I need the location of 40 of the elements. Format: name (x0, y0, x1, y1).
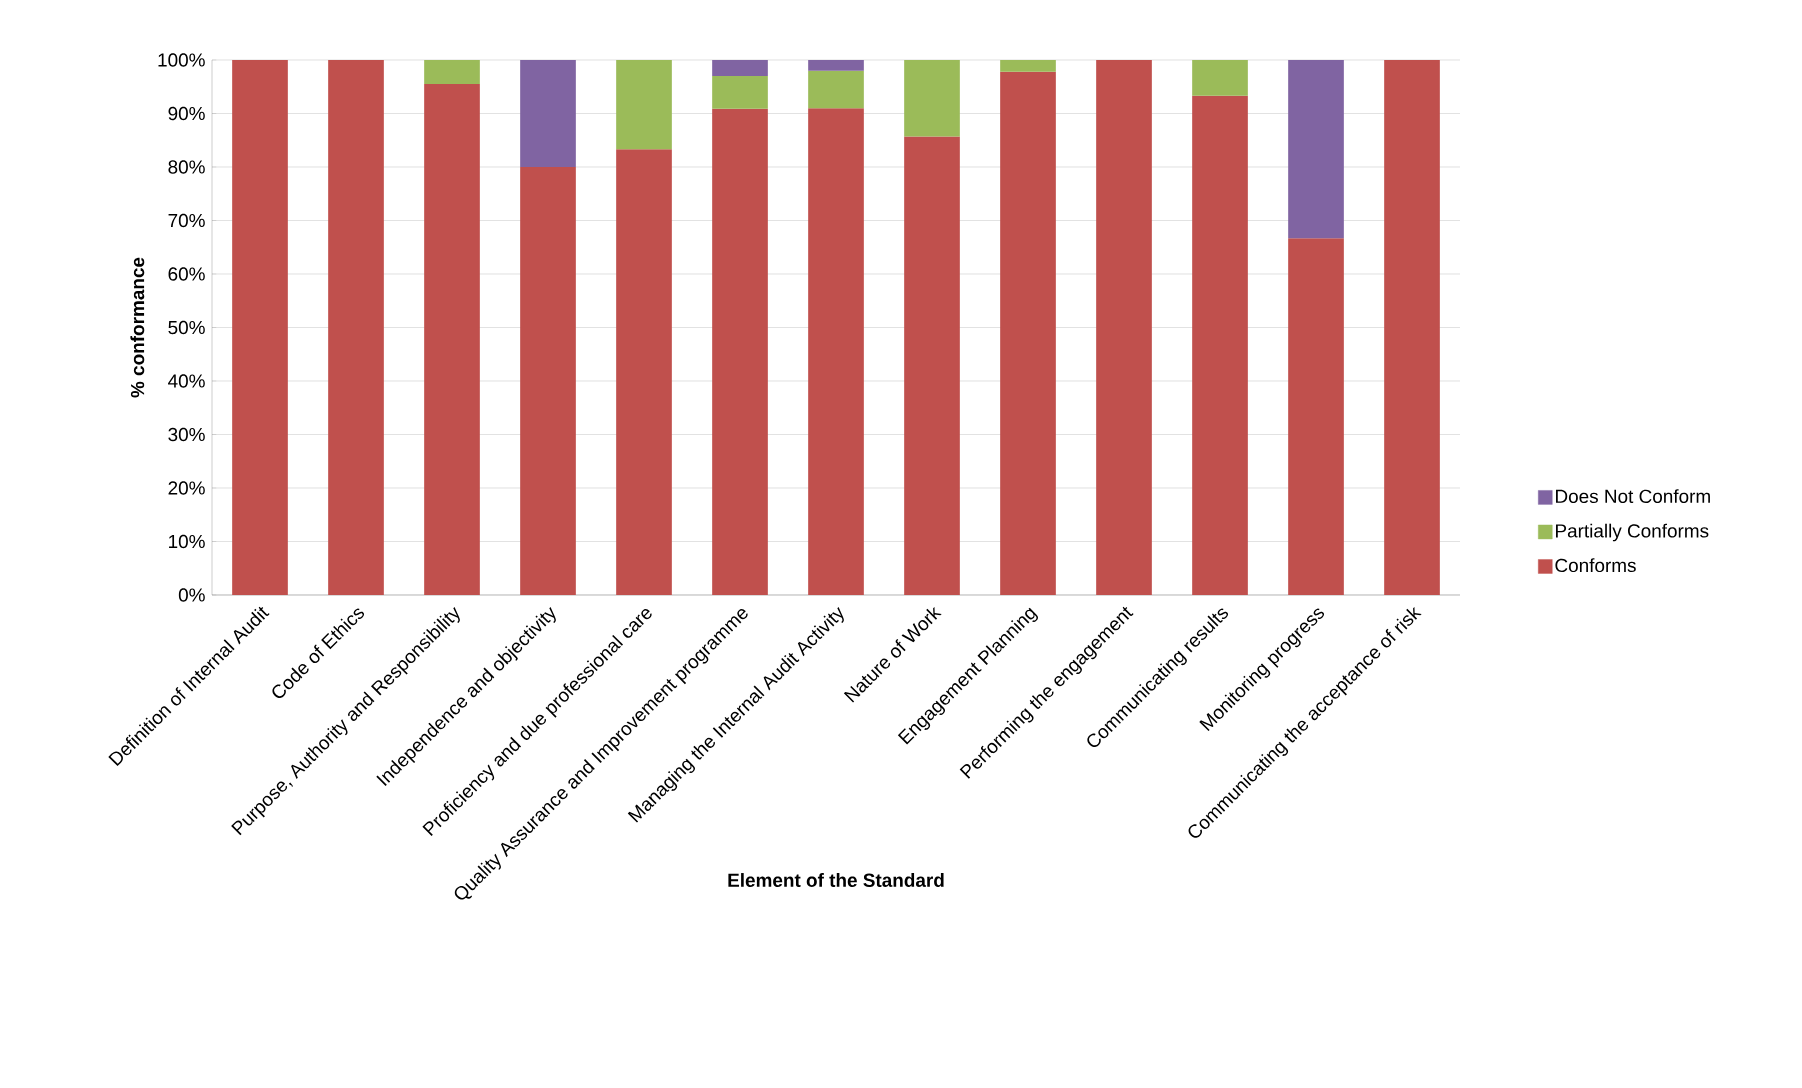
y-axis-title: % conformance (130, 257, 145, 398)
bar (1384, 59, 1440, 595)
bar (904, 136, 960, 595)
bar (424, 59, 480, 85)
bar (520, 166, 576, 595)
x-axis-title: Element of the Standard (728, 873, 944, 887)
y-tick-label: 30% (168, 427, 205, 442)
bar (616, 149, 672, 595)
y-tick-label: 60% (168, 267, 205, 281)
y-tick-label: 10% (169, 534, 205, 549)
bar (1288, 238, 1344, 595)
y-tick-label: 70% (168, 213, 205, 228)
y-tick-label: 100% (158, 53, 205, 67)
bar (1000, 71, 1056, 595)
bar (424, 84, 480, 595)
bar (808, 59, 864, 71)
y-tick-label: 40% (168, 374, 205, 388)
bar (232, 59, 288, 595)
bar (328, 59, 384, 595)
bar (1288, 59, 1344, 239)
y-tick-label: 80% (168, 160, 205, 174)
bar (1192, 95, 1248, 595)
bar (1096, 59, 1152, 595)
legend-label: Partially Conforms (1556, 523, 1709, 542)
bar (712, 76, 768, 109)
legend-label: Conforms (1555, 558, 1636, 573)
bar (808, 108, 864, 595)
bar (1192, 59, 1248, 96)
y-tick-label: 90% (168, 106, 205, 121)
legend-label: Does Not Conform (1556, 489, 1710, 504)
bar (1000, 59, 1056, 72)
y-tick-label: 20% (168, 481, 205, 495)
bar (904, 59, 960, 137)
bar (808, 70, 864, 109)
y-tick-label: 50% (168, 320, 205, 335)
bar (520, 59, 576, 167)
bar (616, 59, 672, 150)
y-tick-label: 0% (178, 588, 205, 602)
bar (712, 59, 768, 77)
bar (712, 108, 768, 595)
